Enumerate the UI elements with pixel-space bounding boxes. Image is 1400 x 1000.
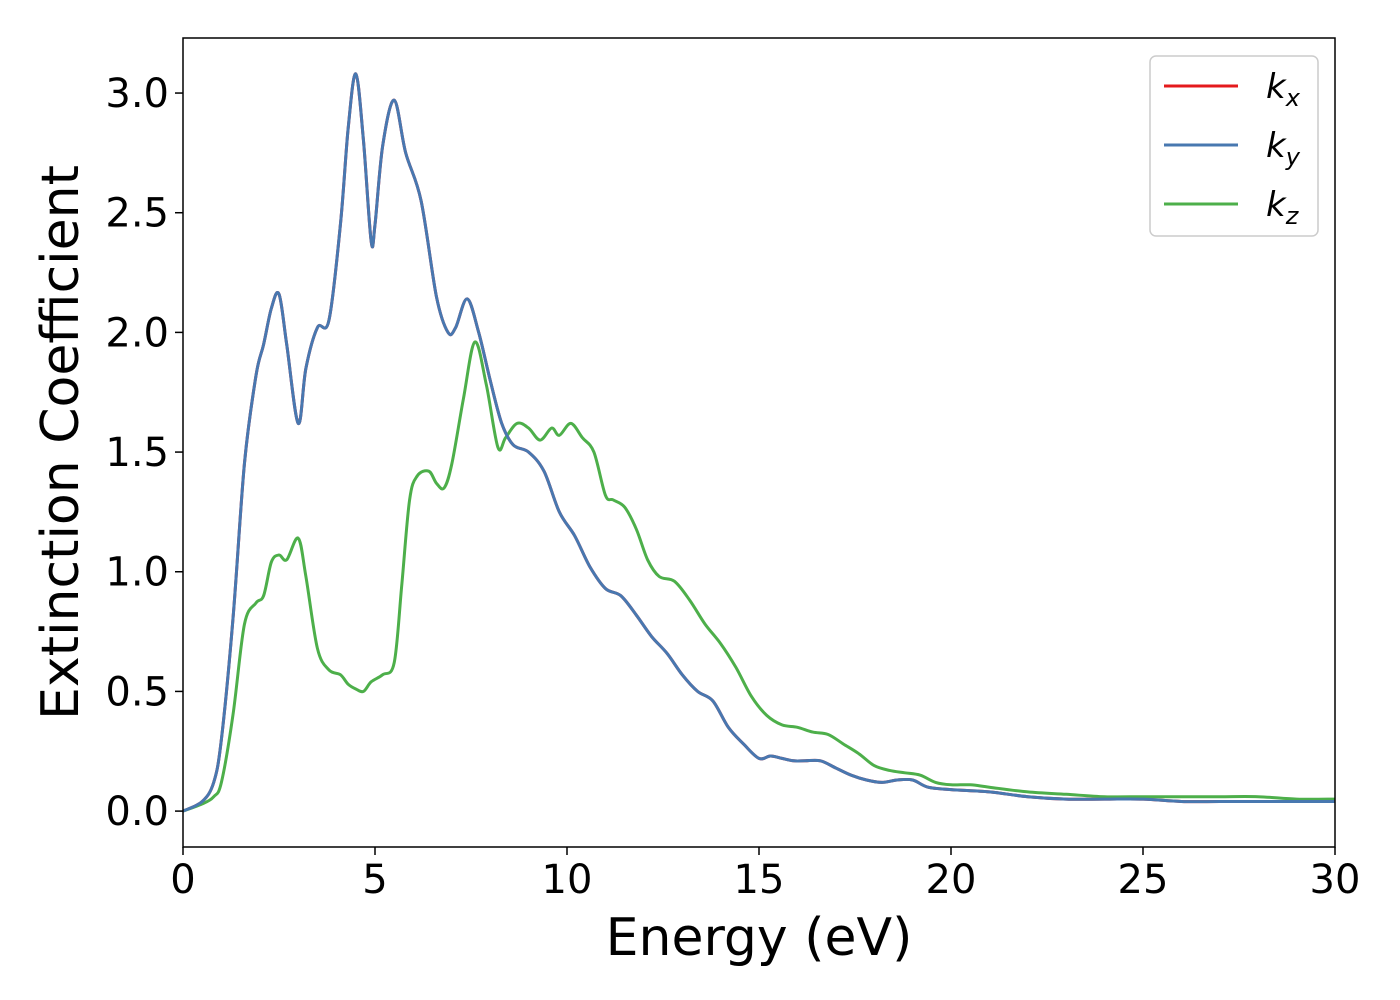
series-line-kz: [183, 340, 1335, 813]
plot-area: [183, 72, 1335, 813]
y-tick-label: 0.5: [105, 669, 169, 715]
y-tick-label: 1.5: [105, 430, 169, 476]
y-tick-label: 3.0: [105, 71, 169, 117]
y-axis-title: Extinction Coefficient: [31, 165, 91, 720]
x-tick-label: 0: [170, 857, 195, 903]
x-tick-label: 5: [362, 857, 387, 903]
y-tick-label: 0.0: [105, 789, 169, 835]
legend: kx ky kz: [1149, 55, 1319, 237]
legend-label-kz: kz: [1266, 185, 1300, 230]
x-axis-title: Energy (eV): [606, 908, 913, 968]
y-axis: 0.0 0.5 1.0 1.5 2.0 2.5 3.0: [105, 71, 183, 835]
legend-label-ky: ky: [1266, 126, 1301, 171]
x-tick-label: 20: [926, 857, 977, 903]
x-tick-label: 25: [1118, 857, 1169, 903]
series-line-ky: [183, 72, 1335, 813]
x-tick-label: 30: [1310, 857, 1361, 903]
x-tick-label: 10: [542, 857, 593, 903]
y-tick-label: 1.0: [105, 550, 169, 596]
x-axis: 0 5 10 15 20 25 30: [170, 847, 1360, 903]
x-tick-label: 15: [734, 857, 785, 903]
y-tick-label: 2.0: [105, 310, 169, 356]
y-tick-label: 2.5: [105, 191, 169, 237]
legend-label-kx: kx: [1266, 67, 1301, 112]
